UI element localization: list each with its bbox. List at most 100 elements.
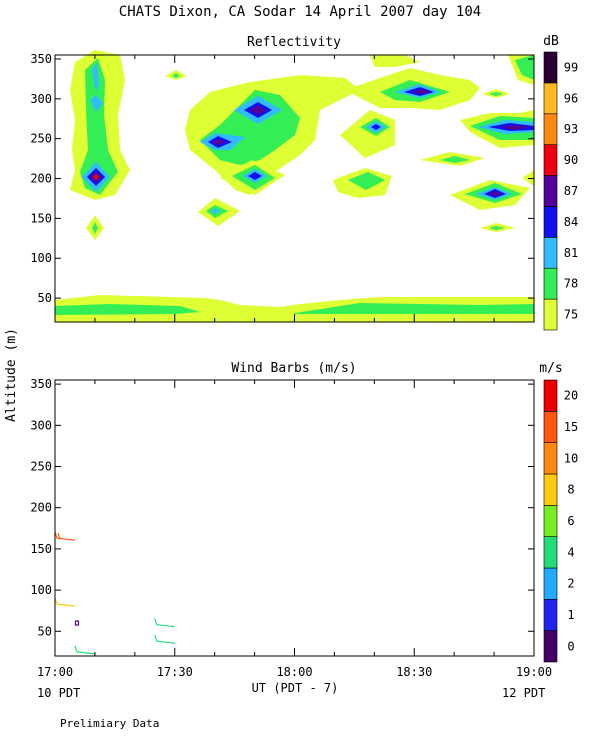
x-tick-label: 18:30: [396, 665, 432, 679]
contour-87-lower-right-c: [489, 191, 501, 196]
colorbar-swatch: [543, 82, 558, 115]
wind-title: Wind Barbs (m/s): [231, 361, 356, 376]
wind-barb: [156, 640, 175, 644]
colorbar-label: 20: [564, 389, 578, 403]
reflectivity-colorbar: 75 78 81 84 87 90 93 96 99: [543, 51, 578, 331]
colorbar-swatch: [543, 505, 558, 537]
contour-78-left-small: [92, 222, 98, 234]
contour-87-right-band: [500, 125, 530, 130]
colorbar-label: 1: [567, 608, 574, 622]
wind-colorbar: 0 1 2 4 6 8 10 15 20: [543, 379, 578, 663]
colorbar-label: 10: [564, 451, 578, 465]
colorbar-label: 4: [567, 545, 574, 559]
wind-barb-feather: [154, 634, 158, 642]
x-start-label: 10 PDT: [37, 686, 80, 700]
contour-75-right-edge: [522, 170, 534, 186]
wind-barb: [76, 651, 96, 655]
contour-87-center-a: [250, 105, 266, 115]
reflectivity-panel: Reflectivity: [30, 34, 578, 331]
colorbar-swatch: [543, 473, 558, 506]
colorbar-label: 8: [567, 483, 574, 497]
colorbar-swatch: [543, 237, 558, 269]
colorbar-swatch: [543, 411, 558, 443]
y-tick-label: 150: [30, 542, 52, 556]
contour-78-left-column: [80, 58, 118, 195]
reflectivity-title: Reflectivity: [247, 35, 341, 50]
colorbar-swatch: [543, 51, 558, 84]
wind-barb-feather: [57, 532, 61, 540]
colorbar-swatch: [543, 630, 558, 663]
contour-78-lowband-right: [295, 303, 534, 314]
y-tick-label: 100: [30, 583, 52, 597]
contour-78-right-small: [489, 92, 503, 96]
contour-90-left: [93, 174, 99, 180]
colorbar-label: 87: [564, 184, 578, 198]
colorbar-swatch: [543, 175, 558, 207]
figure-title: CHATS Dixon, CA Sodar 14 April 2007 day …: [119, 4, 481, 20]
colorbar-label: 93: [564, 122, 578, 136]
colorbar-label: 6: [567, 514, 574, 528]
x-end-label: 12 PDT: [502, 686, 545, 700]
y-tick-label: 300: [30, 92, 52, 106]
colorbar-label: 84: [564, 215, 578, 229]
contour-81-left-b: [90, 95, 103, 112]
wind-barb-feather: [154, 618, 158, 625]
x-tick-label: 19:00: [516, 665, 552, 679]
y-tick-label: 50: [38, 291, 52, 305]
y-tick-label: 200: [30, 172, 52, 186]
contour-75-right-top: [370, 55, 420, 67]
x-axis-label: UT (PDT - 7): [252, 681, 339, 695]
colorbar-swatch: [543, 144, 558, 176]
wind-axes: 50 100 150 200 250 300 350 17:00 17:30 18:00 18:30…: [30, 377, 552, 679]
y-axis-label: Altitude (m): [4, 328, 19, 422]
contour-78-lower-right-b: [440, 156, 470, 163]
contour-81-center-small: [211, 208, 220, 214]
x-tick-label: 17:00: [37, 665, 73, 679]
colorbar-label: 15: [564, 420, 578, 434]
reflectivity-axes: 50 100 150 200 250 300 350: [30, 52, 535, 323]
wind-barb: [156, 624, 175, 628]
wind-barb: [56, 603, 76, 607]
y-tick-label: 250: [30, 460, 52, 474]
wind-colorbar-unit: m/s: [539, 361, 562, 376]
contour-78-speck: [172, 73, 180, 78]
contour-78-lower-right-a: [348, 172, 385, 190]
wind-panel: Wind Barbs (m/s) 5010015020025030035017:…: [30, 361, 578, 700]
footnote: Prelimiary Data: [60, 717, 159, 730]
contour-78-lower-right-d: [489, 226, 505, 230]
contour-87-center-b: [212, 139, 226, 145]
contour-75-right-ring: [340, 110, 395, 158]
colorbar-label: 75: [564, 308, 578, 322]
colorbar-swatch: [543, 267, 558, 300]
colorbar-swatch: [543, 567, 558, 600]
y-tick-label: 350: [30, 377, 52, 391]
wind-barbs: [54, 531, 175, 655]
colorbar-swatch: [543, 206, 558, 238]
contour-84-right-ring: [371, 124, 381, 130]
colorbar-swatch: [543, 379, 558, 412]
colorbar-label: 81: [564, 246, 578, 260]
contour-78-right-corner: [515, 55, 534, 80]
colorbar-label: 96: [564, 91, 578, 105]
reflectivity-contours: [55, 50, 534, 322]
colorbar-swatch: [543, 599, 558, 631]
colorbar-label: 2: [567, 577, 574, 591]
y-tick-label: 300: [30, 418, 52, 432]
colorbar-swatch: [543, 536, 558, 569]
wind-calm-marker: [74, 620, 80, 626]
x-tick-label: 17:30: [157, 665, 193, 679]
wind-barb-feather: [74, 645, 78, 653]
colorbar-swatch: [543, 298, 558, 331]
y-tick-label: 150: [30, 211, 52, 225]
colorbar-label: 78: [564, 277, 578, 291]
contour-84-center-lower: [248, 172, 262, 180]
plot-frame: [54, 379, 535, 657]
y-tick-label: 100: [30, 251, 52, 265]
colorbar-swatch: [543, 113, 558, 145]
contour-78-lowband: [55, 304, 200, 315]
colorbar-label: 90: [564, 153, 578, 167]
reflectivity-colorbar-unit: dB: [543, 34, 559, 49]
y-tick-label: 250: [30, 132, 52, 146]
contour-81-left-column: [92, 62, 99, 92]
